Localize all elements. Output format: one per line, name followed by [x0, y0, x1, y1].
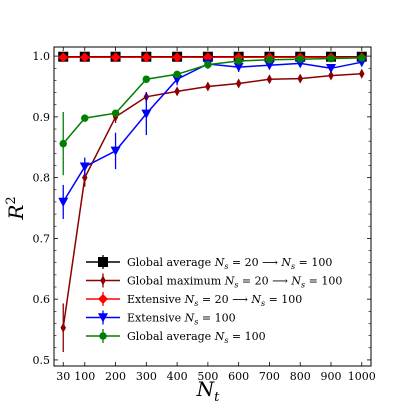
data-point [325, 64, 336, 74]
x-tick-label: 600 [228, 370, 249, 383]
x-tick-label: 1000 [348, 370, 376, 383]
data-point [327, 54, 335, 63]
x-tick-label: 900 [320, 370, 341, 383]
x-tick-label: 200 [105, 370, 126, 383]
legend-label: Global average Ns = 20 ⟶ Ns = 100 [127, 256, 332, 271]
data-point [358, 54, 366, 62]
y-tick-label: 0.6 [33, 293, 51, 306]
data-point [296, 55, 304, 63]
x-tick-label: 500 [197, 370, 218, 383]
legend-entry: Global average Ns = 100 [86, 329, 266, 345]
data-point [234, 57, 243, 65]
legend-label: Global average Ns = 100 [127, 330, 266, 345]
series-line [62, 72, 362, 328]
legend-entry: Global average Ns = 20 ⟶ Ns = 100 [86, 255, 332, 271]
x-tick-label: 300 [136, 370, 157, 383]
x-tick-label: 700 [259, 370, 280, 383]
data-point [173, 70, 181, 79]
legend-label: Extensive Ns = 100 [127, 312, 236, 327]
data-point [141, 109, 152, 119]
y-tick-label: 0.8 [33, 172, 51, 185]
y-tick-label: 1.0 [33, 50, 51, 63]
data-point [58, 52, 69, 63]
x-tick-label: 400 [167, 370, 188, 383]
data-point [297, 73, 303, 84]
data-point [265, 56, 274, 64]
y-tick-label: 0.7 [33, 232, 51, 245]
data-point [172, 52, 183, 63]
data-point [79, 52, 90, 63]
legend-entry: Global maximum Ns = 20 ⟶ Ns = 100 [86, 273, 342, 290]
data-point [266, 74, 273, 85]
data-point [81, 114, 89, 122]
series-4 [59, 54, 366, 176]
data-point [264, 60, 275, 71]
plot-frame [53, 46, 372, 367]
data-point [233, 62, 244, 73]
data-point [111, 109, 120, 117]
legend-marker [98, 294, 108, 304]
data-point [204, 60, 212, 69]
data-point [205, 81, 211, 92]
axis-labels: Nt R2 [4, 196, 220, 405]
legend-label: Global maximum Ns = 20 ⟶ Ns = 100 [127, 275, 342, 290]
legend-marker [100, 275, 106, 286]
x-tick-label: 30 [56, 370, 70, 383]
x-tick-label: 800 [290, 370, 311, 383]
data-point [174, 86, 180, 97]
data-point [110, 52, 121, 63]
data-point [142, 75, 151, 83]
data-point [328, 70, 334, 81]
x-axis-label: Nt [196, 377, 221, 405]
data-point [58, 197, 69, 207]
series-layer [58, 51, 367, 353]
legend-marker [98, 313, 108, 323]
legend-label: Extensive Ns = 20 ⟶ Ns = 100 [127, 293, 302, 308]
data-point [79, 162, 90, 172]
data-point [235, 78, 242, 89]
data-point [110, 146, 121, 156]
axes: 30 100 200 300 400 500 600 700 800 900 1000 0.5 0.6 0… [33, 46, 376, 383]
y-axis-label: R2 [4, 196, 28, 220]
data-point [60, 322, 66, 333]
legend-entry: Extensive Ns = 100 [86, 310, 236, 327]
data-point [359, 68, 365, 79]
legend: Global average Ns = 20 ⟶ Ns = 100 Global … [86, 255, 342, 345]
legend-marker [99, 332, 107, 340]
legend-marker [98, 257, 108, 267]
data-point [172, 74, 183, 85]
y-tick-label: 0.9 [33, 111, 51, 124]
data-point [59, 139, 67, 148]
x-tick-label: 100 [74, 370, 95, 383]
data-point [82, 172, 88, 183]
data-point [141, 52, 152, 63]
series-1 [60, 68, 365, 353]
y-tick-label: 0.5 [33, 354, 51, 367]
legend-entry: Extensive Ns = 20 ⟶ Ns = 100 [86, 292, 302, 308]
